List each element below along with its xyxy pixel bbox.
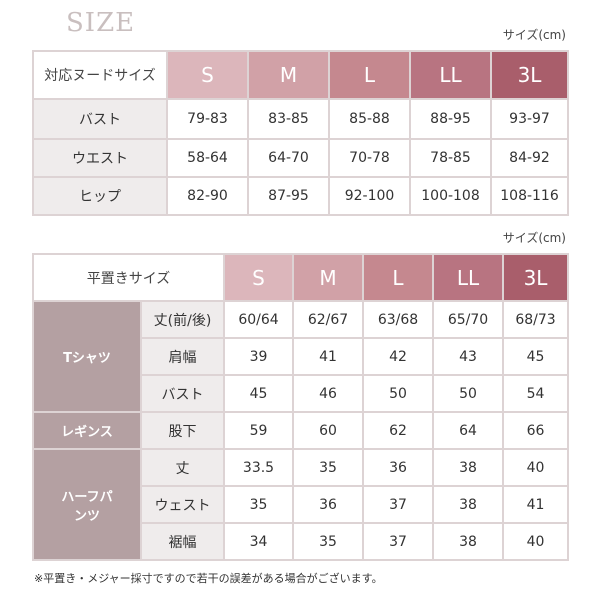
table-row: レギンス 股下 59 60 62 64 66 xyxy=(32,411,569,450)
row-label: 裾幅 xyxy=(140,522,225,561)
unit-label-2: サイズ(cm) xyxy=(502,231,566,245)
value-cell: 65/70 xyxy=(432,300,504,339)
value-cell: 40 xyxy=(502,448,569,487)
table-row: ヒップ 82-90 87-95 92-100 100-108 108-116 xyxy=(32,176,569,216)
header-row: 平置きサイズ S M L LL 3L xyxy=(32,253,569,302)
value-cell: 35 xyxy=(223,485,294,524)
header-label: 平置きサイズ xyxy=(32,253,225,302)
size-header-3L: 3L xyxy=(490,50,569,100)
flat-size-table: 平置きサイズ S M L LL 3L Tシャツ 丈(前/後) 60/64 62/67 63/68 65… xyxy=(32,253,569,561)
value-cell: 36 xyxy=(292,485,364,524)
value-cell: 88-95 xyxy=(409,98,492,140)
group-label: レギンス xyxy=(32,411,142,450)
value-cell: 84-92 xyxy=(490,138,569,178)
value-cell: 60 xyxy=(292,411,364,450)
value-cell: 60/64 xyxy=(223,300,294,339)
unit-label: サイズ(cm) xyxy=(502,28,566,42)
value-cell: 39 xyxy=(223,337,294,376)
header-label: 対応ヌードサイズ xyxy=(32,50,168,100)
size-header-LL: LL xyxy=(409,50,492,100)
size-header-S: S xyxy=(223,253,294,302)
value-cell: 83-85 xyxy=(247,98,330,140)
value-cell: 93-97 xyxy=(490,98,569,140)
value-cell: 59 xyxy=(223,411,294,450)
header-row: 対応ヌードサイズ S M L LL 3L xyxy=(32,50,569,100)
size-header-S: S xyxy=(166,50,249,100)
size-header-3L: 3L xyxy=(502,253,569,302)
value-cell: 33.5 xyxy=(223,448,294,487)
value-cell: 66 xyxy=(502,411,569,450)
row-label: バスト xyxy=(32,98,168,140)
value-cell: 34 xyxy=(223,522,294,561)
value-cell: 50 xyxy=(362,374,434,413)
value-cell: 50 xyxy=(432,374,504,413)
size-header-L: L xyxy=(328,50,411,100)
measurement-note: ※平置き・メジャー採寸ですので若干の誤差がある場合がございます。 xyxy=(34,572,383,585)
row-label: ウェスト xyxy=(140,485,225,524)
table-row: Tシャツ 丈(前/後) 60/64 62/67 63/68 65/70 68/73 xyxy=(32,300,569,413)
value-cell: 40 xyxy=(502,522,569,561)
value-cell: 35 xyxy=(292,448,364,487)
row-label: 股下 xyxy=(140,411,225,450)
row-label: バスト xyxy=(140,374,225,413)
value-cell: 45 xyxy=(502,337,569,376)
value-cell: 64-70 xyxy=(247,138,330,178)
value-cell: 85-88 xyxy=(328,98,411,140)
value-cell: 92-100 xyxy=(328,176,411,216)
row-label: 肩幅 xyxy=(140,337,225,376)
value-cell: 100-108 xyxy=(409,176,492,216)
row-label: 丈(前/後) xyxy=(140,300,225,339)
group-label: ハーフパンツ xyxy=(32,448,142,561)
table-row: バスト 45 46 50 50 54 xyxy=(33,374,569,413)
value-cell: 38 xyxy=(432,448,504,487)
value-cell: 62/67 xyxy=(292,300,364,339)
group-label: Tシャツ xyxy=(32,300,142,413)
value-cell: 79-83 xyxy=(166,98,249,140)
table-row: ウエスト 58-64 64-70 70-78 78-85 84-92 xyxy=(32,138,569,178)
value-cell: 38 xyxy=(432,522,504,561)
value-cell: 58-64 xyxy=(166,138,249,178)
value-cell: 36 xyxy=(362,448,434,487)
table-row: 裾幅 34 35 37 38 40 xyxy=(33,522,569,561)
table-row: ハーフパンツ丈 33.5 35 36 38 40 xyxy=(32,448,569,561)
value-cell: 54 xyxy=(502,374,569,413)
value-cell: 68/73 xyxy=(502,300,569,339)
table-row: 肩幅 39 41 42 43 45 xyxy=(33,337,569,376)
table-row: ウェスト 35 36 37 38 41 xyxy=(33,485,569,524)
size-header-M: M xyxy=(247,50,330,100)
value-cell: 45 xyxy=(223,374,294,413)
value-cell: 82-90 xyxy=(166,176,249,216)
row-label: 丈 xyxy=(140,448,225,487)
value-cell: 87-95 xyxy=(247,176,330,216)
value-cell: 63/68 xyxy=(362,300,434,339)
page-title: SIZE xyxy=(66,8,136,38)
size-header-M: M xyxy=(292,253,364,302)
value-cell: 43 xyxy=(432,337,504,376)
value-cell: 108-116 xyxy=(490,176,569,216)
value-cell: 41 xyxy=(502,485,569,524)
size-header-LL: LL xyxy=(432,253,504,302)
value-cell: 41 xyxy=(292,337,364,376)
value-cell: 37 xyxy=(362,522,434,561)
value-cell: 78-85 xyxy=(409,138,492,178)
table-row: バスト 79-83 83-85 85-88 88-95 93-97 xyxy=(32,98,569,140)
nude-size-table: 対応ヌードサイズ S M L LL 3L バスト 79-83 83-85 85-88 88-95 93… xyxy=(32,50,569,216)
value-cell: 62 xyxy=(362,411,434,450)
row-label: ウエスト xyxy=(32,138,168,178)
value-cell: 70-78 xyxy=(328,138,411,178)
value-cell: 38 xyxy=(432,485,504,524)
value-cell: 64 xyxy=(432,411,504,450)
size-header-L: L xyxy=(362,253,434,302)
value-cell: 46 xyxy=(292,374,364,413)
row-label: ヒップ xyxy=(32,176,168,216)
value-cell: 35 xyxy=(292,522,364,561)
value-cell: 37 xyxy=(362,485,434,524)
value-cell: 42 xyxy=(362,337,434,376)
